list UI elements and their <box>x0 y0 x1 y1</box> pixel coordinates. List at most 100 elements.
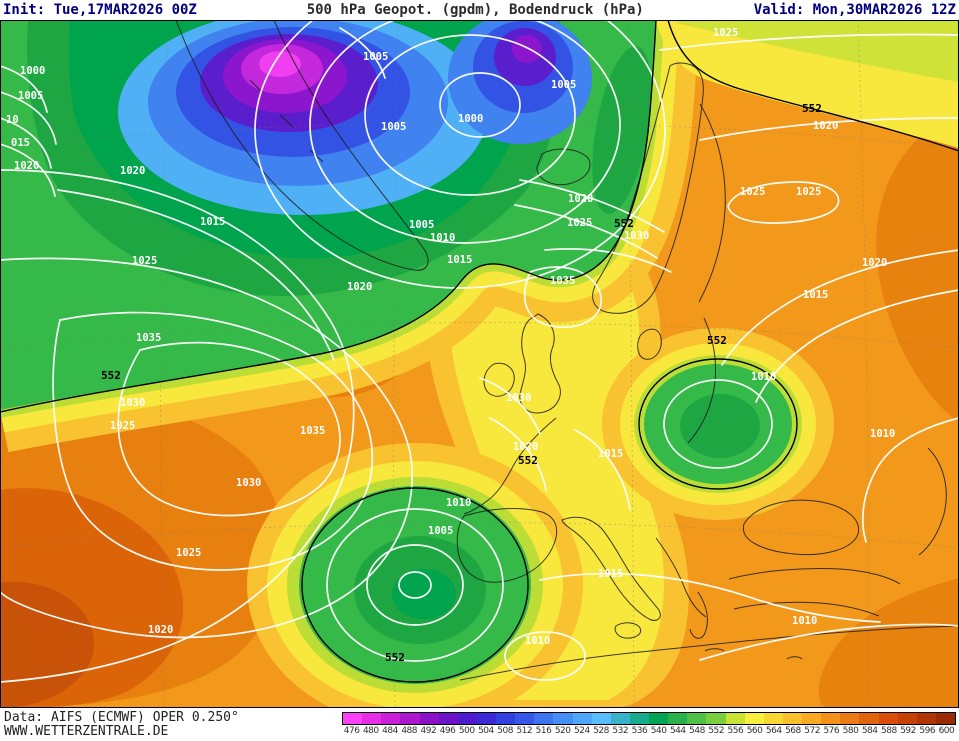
geopotential-label: 552 <box>802 102 822 115</box>
data-source-label: Data: AIFS (ECMWF) OPER 0.250° <box>4 709 239 725</box>
colorbar-swatch <box>419 713 439 724</box>
isobar-label: 10 <box>6 114 19 126</box>
geopotential-label: 552 <box>101 369 121 382</box>
isobar-label: 1035 <box>300 425 325 437</box>
colorbar-tick-label: 524 <box>574 726 590 736</box>
colorbar-swatch <box>706 713 726 724</box>
colorbar-swatch <box>457 713 477 724</box>
isobar-lines <box>0 20 959 683</box>
isobar-label: 1025 <box>713 27 738 39</box>
isobar-label: 1010 <box>792 615 817 627</box>
geopotential-label: 552 <box>614 217 634 230</box>
colorbar-swatch <box>591 713 611 724</box>
geopotential-contour-lines <box>0 20 959 683</box>
colorbar-tick-label: 568 <box>785 726 801 736</box>
isobar-label: 1015 <box>447 254 472 266</box>
colorbar-swatch <box>935 713 955 724</box>
isobar-label: 1020 <box>813 120 838 132</box>
colorbar-swatch <box>572 713 592 724</box>
init-time-label: Init: Tue,17MAR2026 00Z <box>3 2 197 18</box>
colorbar-tick-label: 520 <box>554 726 571 736</box>
isobar-label: 1035 <box>550 275 575 287</box>
colorbar-swatch <box>725 713 745 724</box>
colorbar-tick-label: 600 <box>938 726 955 736</box>
isobar-label: 1025 <box>567 217 592 229</box>
colorbar-legend: 476 480 484 488 492 496 500 504 508 512 516 520 524 5… <box>342 712 957 737</box>
isobar-label: 1005 <box>18 90 43 102</box>
colorbar-swatch <box>496 713 516 724</box>
colorbar-swatch <box>400 713 420 724</box>
colorbar-swatch <box>668 713 688 724</box>
colorbar-swatch <box>897 713 917 724</box>
colorbar-tick-label: 596 <box>919 726 936 736</box>
isobar-label: 1020 <box>347 281 372 293</box>
isobar-label: 1025 <box>740 186 765 198</box>
colorbar-tick-label: 500 <box>458 726 475 736</box>
colorbar-swatch <box>553 713 573 724</box>
isobar-label: 1020 <box>120 165 145 177</box>
colorbar-swatch <box>744 713 764 724</box>
colorbar-tick-label: 476 <box>343 726 360 736</box>
isobar-label: 1030 <box>236 477 261 489</box>
colorbar-swatch <box>878 713 898 724</box>
isobar-label: 1010 <box>430 232 455 244</box>
isobar-label: 1015 <box>598 568 623 580</box>
isobar-label: 1005 <box>409 219 434 231</box>
colorbar-tick-label: 496 <box>439 726 456 736</box>
colorbar-tick-label: 572 <box>804 726 820 736</box>
isobar-label: 1035 <box>136 332 161 344</box>
colorbar-swatch <box>438 713 458 724</box>
isobar-label: 1010 <box>446 497 471 509</box>
isobar-label: 1015 <box>803 289 828 301</box>
isobar-label: 1015 <box>200 216 225 228</box>
colorbar-swatch <box>476 713 496 724</box>
colorbar-tick-label: 564 <box>765 726 782 736</box>
colorbar-swatch <box>763 713 783 724</box>
isobar-label: 1020 <box>862 257 887 269</box>
geopotential-label: 552 <box>385 651 405 664</box>
isobar-label: 1025 <box>796 186 821 198</box>
colorbar-tick-label: 548 <box>689 726 705 736</box>
colorbar-swatch <box>362 713 382 724</box>
isobar-label: 1025 <box>176 547 201 559</box>
isobar-label: 1025 <box>132 255 157 267</box>
isobar-label: 1000 <box>458 113 483 125</box>
colorbar-tick-label: 544 <box>669 726 686 736</box>
isobar-label: 1020 <box>14 160 39 172</box>
colorbar-tick-label: 576 <box>823 726 840 736</box>
isobar-label: 1010 <box>525 635 550 647</box>
colorbar-tick-label: 508 <box>497 726 513 736</box>
isobar-label: 1005 <box>363 51 388 63</box>
colorbar-tick-label: 536 <box>631 726 648 736</box>
isobar-label: 1020 <box>513 441 538 453</box>
colorbar-tick-label: 556 <box>727 726 744 736</box>
colorbar-swatch <box>515 713 535 724</box>
colorbar-swatch <box>610 713 630 724</box>
color-field <box>0 20 959 708</box>
colorbar-tick-label: 492 <box>420 726 437 736</box>
colorbar-tick-label: 584 <box>861 726 878 736</box>
colorbar-tick-label: 488 <box>401 726 417 736</box>
colorbar-swatch <box>802 713 822 724</box>
colorbar-swatch <box>840 713 860 724</box>
website-label: WWW.WETTERZENTRALE.DE <box>4 723 169 739</box>
isobar-label: 1010 <box>870 428 895 440</box>
colorbar-tick-label: 540 <box>650 726 667 736</box>
colorbar-tick-label: 532 <box>612 726 629 736</box>
isobar-label: 1030 <box>506 392 531 404</box>
geopotential-label: 552 <box>518 454 538 467</box>
contour-labels: 1000 1005 10 015 1020 1020 1015 1025 1035 1030 102… <box>6 27 895 664</box>
colorbar-swatch <box>629 713 649 724</box>
colorbar-tick-label: 580 <box>842 726 859 736</box>
colorbar-swatch <box>782 713 802 724</box>
colorbar-tick-label: 560 <box>746 726 763 736</box>
isobar-label: 1005 <box>381 121 406 133</box>
isobar-label: 1025 <box>110 420 135 432</box>
colorbar-swatch <box>687 713 707 724</box>
isobar-label: 015 <box>11 137 30 149</box>
map-header: Init: Tue,17MAR2026 00Z 500 hPa Geopot. … <box>0 0 959 20</box>
colorbar-tick-label: 552 <box>708 726 724 736</box>
coastlines <box>175 20 959 681</box>
colorbar-swatch <box>916 713 936 724</box>
map-title: 500 hPa Geopot. (gpdm), Bodendruck (hPa) <box>306 2 644 18</box>
